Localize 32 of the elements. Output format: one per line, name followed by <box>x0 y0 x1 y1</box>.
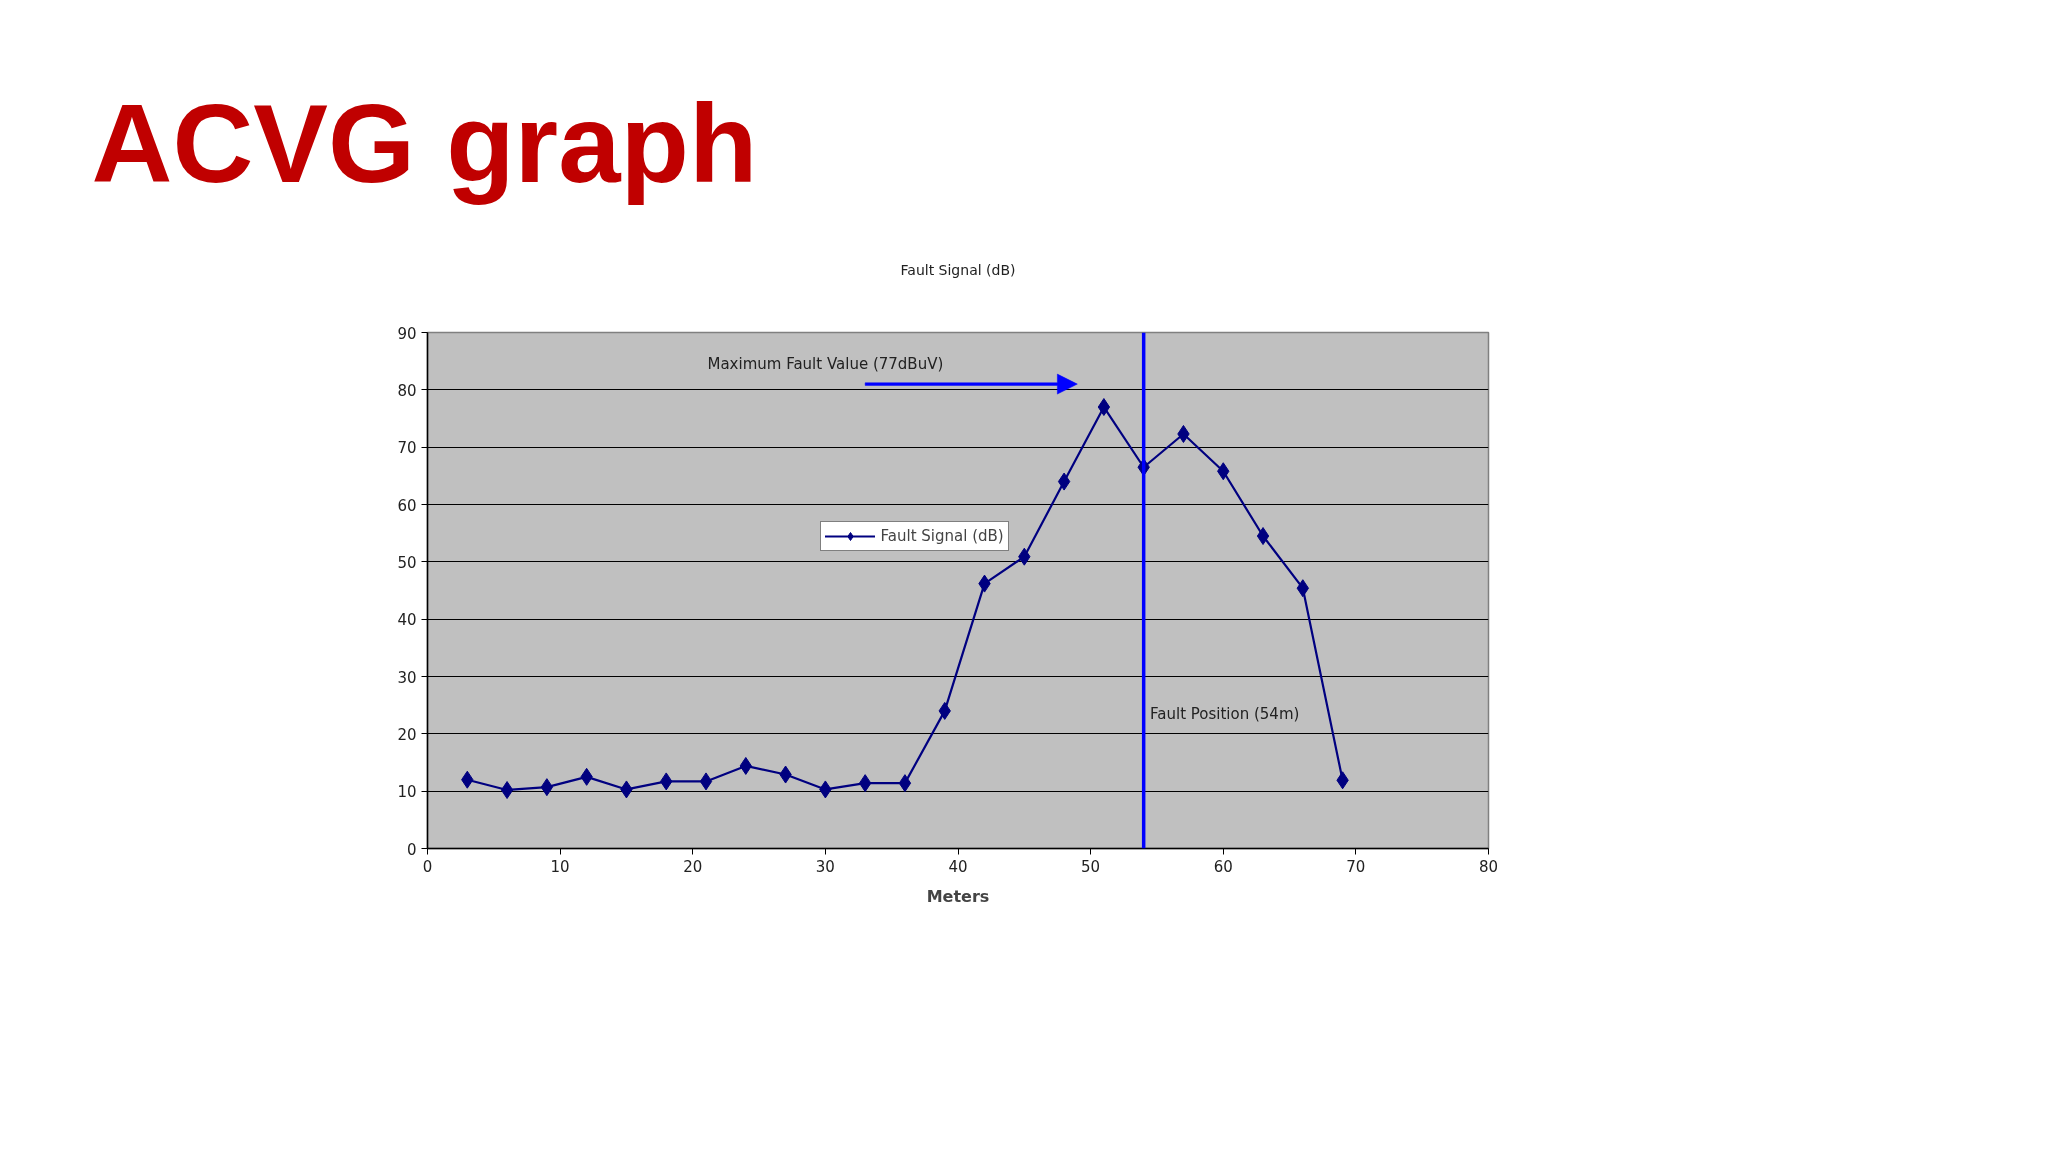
point <box>540 778 554 797</box>
y-tick-label: 70 <box>397 439 417 458</box>
point <box>1097 398 1111 417</box>
x-axis-title: Meters <box>926 886 990 906</box>
x-tick-label: 70 <box>1346 857 1366 876</box>
y-tick-label: 50 <box>397 553 417 572</box>
x-tick-label: 50 <box>1081 857 1101 876</box>
y-tick-label: 80 <box>397 381 417 400</box>
legend-label: Fault Signal (dB) <box>880 527 1004 546</box>
x-tick-label: 20 <box>683 857 703 876</box>
x-tick-label: 40 <box>948 857 968 876</box>
y-tick-label: 40 <box>397 611 417 630</box>
x-tick-label: 0 <box>422 857 433 876</box>
y-tick-label: 20 <box>397 725 417 744</box>
annotation: Maximum Fault Value (77dBuV) <box>707 354 944 373</box>
point <box>699 772 713 791</box>
y-tick-label: 30 <box>397 668 417 687</box>
point <box>898 774 912 793</box>
x-tick-label: 30 <box>815 857 835 876</box>
x-tick-label: 80 <box>1478 857 1499 876</box>
x-tick-label: 10 <box>550 857 570 876</box>
chart-title: ACVG graph <box>91 80 758 206</box>
y-tick-label: 60 <box>397 496 417 515</box>
point <box>1256 527 1270 546</box>
y-tick-label: 10 <box>397 783 417 802</box>
point <box>500 781 514 800</box>
y-tick-label: 0 <box>406 840 417 859</box>
chart-subtitle: Fault Signal (dB) <box>900 262 1016 278</box>
ref-line-label: Fault Position (54m) <box>1150 705 1300 724</box>
point <box>1057 472 1071 491</box>
x-tick-label: 60 <box>1213 857 1233 876</box>
y-tick-label: 90 <box>397 324 417 343</box>
